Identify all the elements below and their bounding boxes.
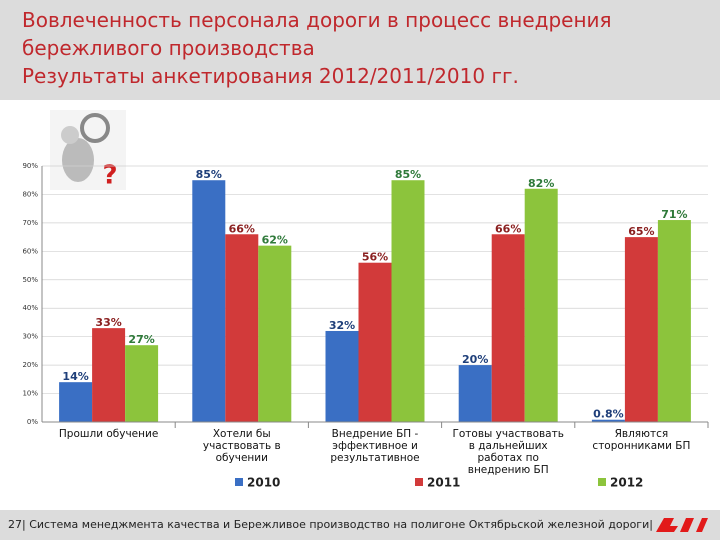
bar	[391, 180, 425, 422]
x-tick-label: Внедрение БП - эффективное и результатив…	[330, 428, 420, 464]
y-tick-label: 90%	[22, 162, 38, 170]
legend-label: 2012	[610, 476, 643, 490]
bar	[59, 382, 93, 422]
value-label: 14%	[62, 370, 88, 383]
x-tick-label: Прошли обучение	[58, 428, 159, 440]
y-tick-label: 40%	[22, 304, 38, 312]
bar	[225, 234, 259, 422]
logo	[656, 518, 708, 532]
value-label: 66%	[229, 222, 255, 235]
bar	[524, 188, 558, 422]
bar	[491, 234, 525, 422]
value-label: 56%	[362, 251, 388, 264]
value-label: 71%	[661, 208, 687, 221]
icon: ?	[50, 110, 126, 191]
legend-label: 2010	[247, 476, 280, 490]
y-tick-label: 50%	[22, 276, 38, 284]
bar	[657, 220, 691, 422]
y-tick-label: 10%	[22, 390, 38, 398]
y-tick-label: 0%	[27, 418, 38, 426]
value-label: 66%	[495, 222, 521, 235]
legend-swatch	[598, 478, 606, 486]
y-tick-label: 60%	[22, 247, 38, 255]
y-tick-label: 80%	[22, 190, 38, 198]
value-label: 85%	[395, 168, 421, 181]
title-line: бережливого производства	[22, 36, 315, 60]
y-tick-label: 30%	[22, 333, 38, 341]
footer-text: 27| Система менеджмента качества и Береж…	[8, 518, 653, 531]
svg-text:?: ?	[102, 161, 117, 191]
x-tick-label: Хотели бы участвовать в обучении	[202, 428, 281, 464]
bar	[192, 180, 226, 422]
title-line: Результаты анкетирования 2012/2011/2010 …	[22, 64, 519, 88]
legend-swatch	[415, 478, 423, 486]
value-label: 33%	[95, 316, 121, 329]
x-tick-label: Являются сторонниками БП	[592, 428, 691, 452]
bar	[92, 328, 126, 422]
bar	[258, 245, 292, 422]
header: Вовлеченность персонала дороги в процесс…	[0, 0, 720, 100]
bar	[624, 237, 658, 422]
legend-swatch	[235, 478, 243, 486]
y-tick-label: 70%	[22, 219, 38, 227]
bar	[125, 345, 159, 422]
value-label: 20%	[462, 353, 488, 366]
value-label: 32%	[329, 319, 355, 332]
value-label: 65%	[628, 225, 654, 238]
legend-label: 2011	[427, 476, 460, 490]
title-line: Вовлеченность персонала дороги в процесс…	[22, 8, 612, 32]
bar	[458, 365, 492, 422]
value-label: 85%	[196, 168, 222, 181]
value-label: 0.8%	[593, 408, 624, 421]
x-tick-label: Готовы участвовать в дальнейших работах …	[452, 428, 564, 476]
bar	[358, 262, 392, 422]
value-label: 27%	[128, 333, 154, 346]
bar	[325, 330, 359, 422]
bar	[591, 419, 625, 422]
value-label: 82%	[528, 177, 554, 190]
value-label: 62%	[262, 234, 288, 247]
y-tick-label: 20%	[22, 361, 38, 369]
footer: 27| Система менеджмента качества и Береж…	[0, 510, 720, 540]
